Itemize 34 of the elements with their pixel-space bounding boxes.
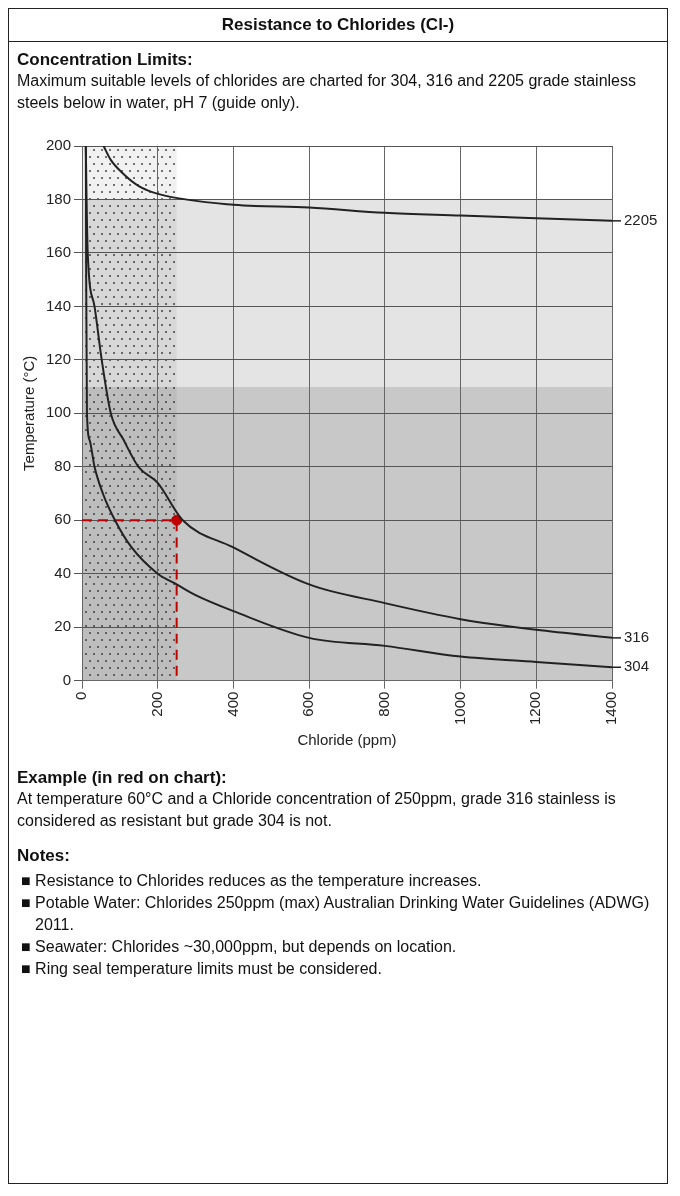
text: Maximum suitable levels of chlorides are charted for 304, 316 and 2205 grade stainless steels below in water, pH 7 (guide only). bbox=[17, 71, 637, 113]
text: ■ Resistance to Chlorides reduces as the temperature increases. bbox=[21, 871, 483, 891]
y-tick-label: 120 bbox=[46, 349, 72, 367]
x-tick-label: 0 bbox=[72, 691, 90, 700]
x-tick-label: 800 bbox=[375, 691, 393, 717]
x-tick-label: 1400 bbox=[602, 691, 620, 726]
y-tick-label: 40 bbox=[54, 563, 72, 581]
text: Example (in red on chart): bbox=[17, 768, 228, 788]
y-tick-label: 80 bbox=[54, 456, 72, 474]
text: ■ Ring seal temperature limits must be considered. bbox=[21, 959, 383, 979]
legend-label: 2205 bbox=[624, 210, 658, 228]
y-tick-label: 0 bbox=[62, 670, 72, 688]
chart-title: Resistance to Chlorides (Cl-) bbox=[9, 9, 667, 42]
x-tick-label: 400 bbox=[223, 691, 241, 717]
y-tick-label: 60 bbox=[54, 510, 72, 528]
text: Concentration Limits: bbox=[17, 50, 194, 70]
x-tick-label: 1200 bbox=[526, 691, 544, 726]
x-tick-label: 600 bbox=[299, 691, 317, 717]
y-tick-label: 160 bbox=[46, 243, 72, 261]
y-tick-label: 180 bbox=[46, 189, 72, 207]
x-tick-label: 200 bbox=[147, 691, 165, 717]
x-axis-title: Chloride (ppm) bbox=[297, 731, 397, 749]
y-tick-label: 20 bbox=[54, 617, 72, 635]
text: Notes: bbox=[17, 846, 71, 866]
text: At temperature 60°C and a Chloride concentration of 250ppm, grade 316 stainless is considered as resistant but grade 304 is not. bbox=[17, 789, 617, 831]
x-tick-label: 1000 bbox=[450, 691, 468, 726]
text: ■ Seawater: Chlorides ~30,000ppm, but depends on location. bbox=[21, 937, 458, 957]
y-tick-label: 140 bbox=[46, 296, 72, 314]
y-tick-label: 200 bbox=[46, 136, 72, 154]
y-axis-title: Temperature (°C) bbox=[20, 355, 38, 471]
legend-label: 304 bbox=[624, 657, 650, 675]
y-tick-label: 100 bbox=[46, 403, 72, 421]
legend-label: 316 bbox=[624, 628, 650, 645]
text: ■ Potable Water: Chlorides 250ppm (max) Australian Drinking Water Guidelines (ADWG) 2011. bbox=[21, 893, 651, 935]
